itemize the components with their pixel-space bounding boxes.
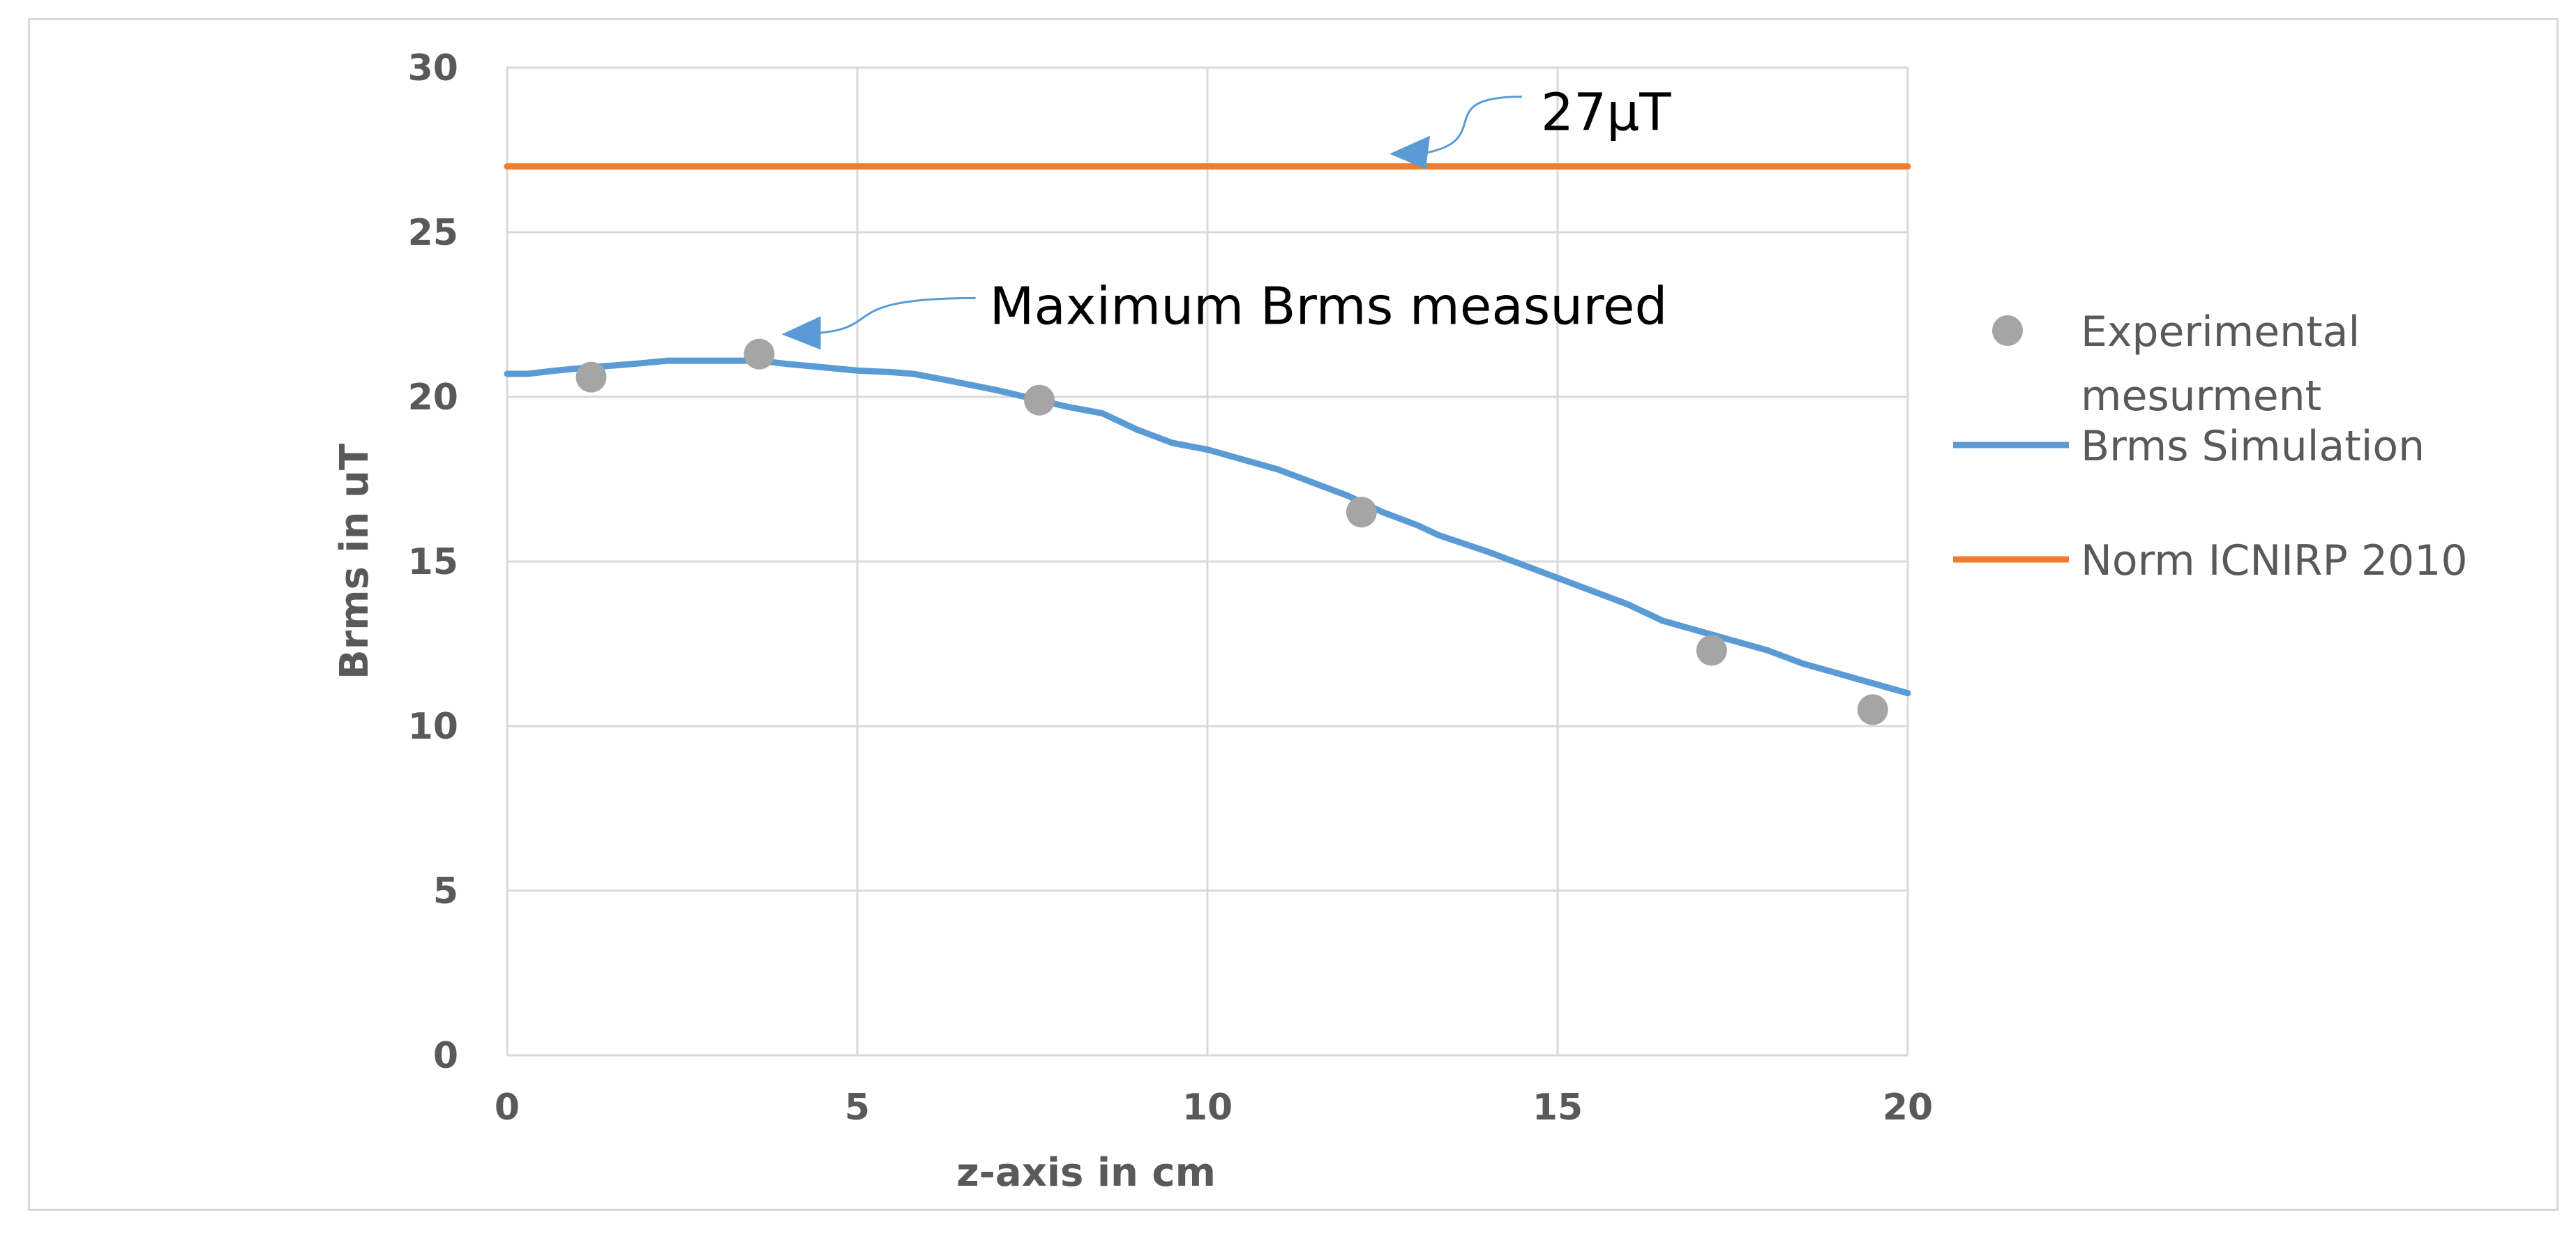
annotations: 27µT Maximum Brms measured xyxy=(781,83,1671,350)
x-tick-label: 10 xyxy=(1182,1087,1233,1129)
y-axis-title: Brms in uT xyxy=(332,444,377,679)
y-tick-label: 30 xyxy=(408,47,458,89)
callout-leader xyxy=(818,296,976,334)
x-tick-label: 5 xyxy=(845,1087,870,1129)
legend-label: Norm ICNIRP 2010 xyxy=(2081,536,2468,585)
y-tick-label: 20 xyxy=(408,377,458,418)
y-tick-label: 25 xyxy=(408,212,458,254)
experimental-point xyxy=(575,361,607,393)
tick-labels: 0 5 10 15 20 25 30 0 5 10 15 20 xyxy=(408,47,1934,1129)
experimental-point xyxy=(1696,635,1727,666)
annotation-maximum-brms: Maximum Brms measured xyxy=(990,276,1668,336)
grid-lines xyxy=(506,66,1909,1057)
y-tick-label: 15 xyxy=(408,541,458,583)
x-axis-title: z-axis in cm xyxy=(956,1150,1216,1196)
y-tick-label: 0 xyxy=(433,1035,458,1077)
series-layer xyxy=(504,163,1911,725)
series-line-brms-simulation xyxy=(504,357,1911,697)
x-tick-label: 15 xyxy=(1532,1087,1583,1129)
x-tick-label: 20 xyxy=(1883,1087,1933,1129)
callout-arrowhead xyxy=(781,316,821,350)
y-tick-label: 5 xyxy=(433,870,458,912)
experimental-point xyxy=(1024,384,1055,416)
legend-marker-dot xyxy=(1992,315,2023,346)
experimental-point xyxy=(1346,497,1377,528)
experimental-point xyxy=(744,338,775,370)
legend-label: Experimental xyxy=(2081,308,2360,356)
experimental-point xyxy=(1857,694,1888,725)
legend-label: Brms Simulation xyxy=(2081,422,2425,471)
y-tick-label: 10 xyxy=(408,706,458,748)
legend-label: mesurment xyxy=(2081,372,2321,421)
x-tick-label: 0 xyxy=(495,1087,520,1129)
annotation-27ut: 27µT xyxy=(1541,83,1671,143)
chart-frame xyxy=(28,18,2559,1211)
callout-arrowhead xyxy=(1389,135,1431,169)
callout-leader xyxy=(1427,96,1523,154)
